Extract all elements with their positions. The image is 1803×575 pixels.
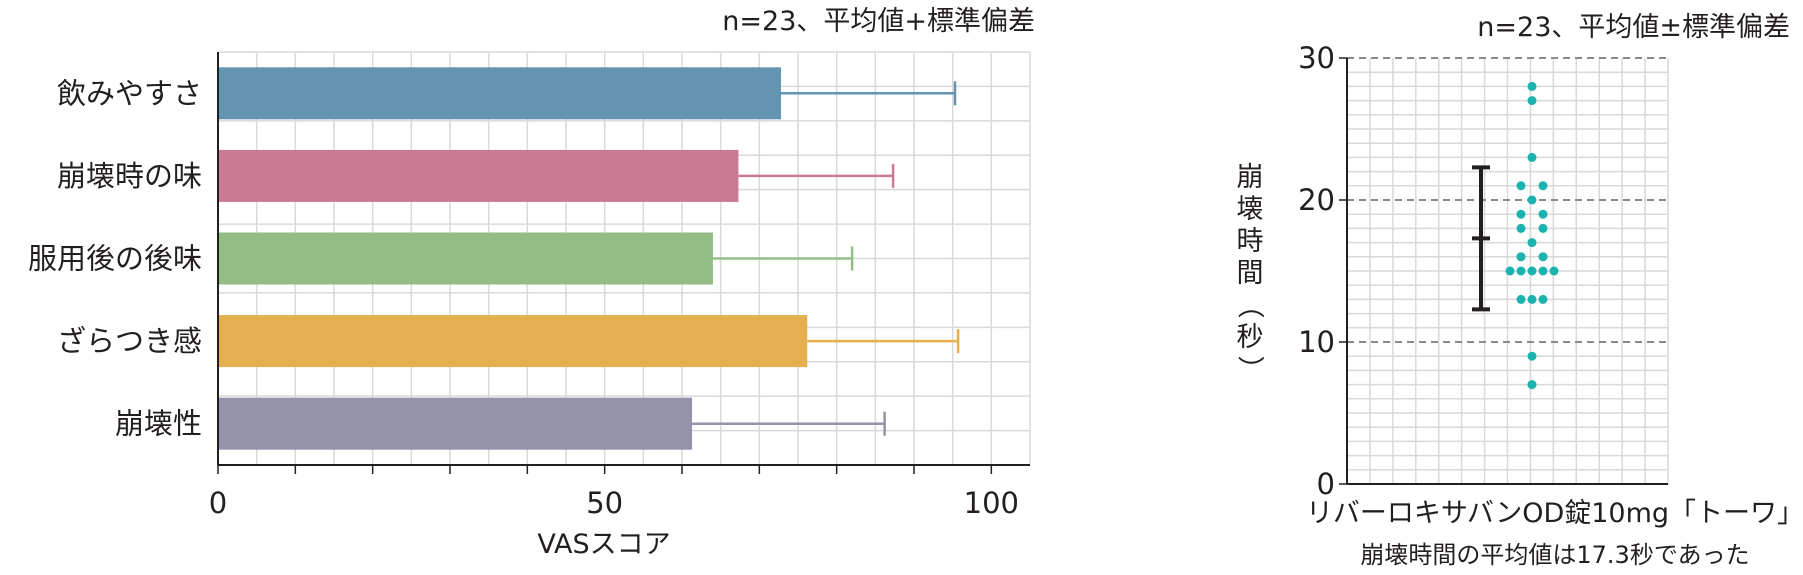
data-point — [1538, 266, 1548, 276]
data-point — [1538, 294, 1548, 304]
data-point — [1527, 81, 1537, 91]
dot-plot-x-axis-label: リバーロキサバンOD錠10mg「トーワ」 — [1306, 498, 1803, 529]
category-label: 飲みやすさ — [57, 76, 202, 110]
bar-chart-error-bars — [692, 81, 960, 436]
dot-plot-grid — [1347, 57, 1669, 484]
y-axis-label-char: 崩 — [1237, 162, 1264, 193]
y-tick-label: 10 — [1298, 325, 1335, 359]
y-axis-label-char: 秒 — [1237, 322, 1264, 353]
data-point — [1549, 266, 1559, 276]
y-tick-label: 30 — [1298, 41, 1335, 75]
data-point — [1527, 96, 1537, 106]
bar-chart-annotation: n=23、平均値+標準偏差 — [722, 6, 1035, 37]
data-point — [1516, 209, 1526, 219]
x-tick-label: 0 — [209, 486, 227, 520]
data-point — [1538, 181, 1548, 191]
data-point — [1516, 294, 1526, 304]
data-point — [1527, 294, 1537, 304]
data-point — [1527, 266, 1537, 276]
bar — [218, 67, 781, 120]
category-label: ざらつき感 — [57, 324, 202, 358]
y-axis-label-char: （ — [1234, 292, 1265, 319]
dot-plot-annotation: n=23、平均値±標準偏差 — [1477, 12, 1790, 43]
data-point — [1527, 351, 1537, 361]
data-point — [1505, 266, 1515, 276]
x-tick-label: 100 — [964, 486, 1019, 520]
y-tick-label: 0 — [1317, 467, 1335, 501]
disintegration-time-dot-plot: 0 10 20 30 n=23、平均値±標準偏差 崩壊時間 （ 秒 ） リバーロキサバンOD… — [1234, 12, 1803, 569]
dot-plot-mean-sd-bar — [1472, 165, 1490, 312]
bar-chart-axes — [217, 52, 1030, 474]
category-label: 崩壊性 — [115, 407, 202, 441]
dot-plot-y-tick-labels: 0 10 20 30 — [1298, 41, 1335, 501]
category-label: 服用後の後味 — [28, 242, 202, 276]
data-point — [1527, 380, 1537, 390]
data-point — [1527, 238, 1537, 248]
bar — [218, 315, 808, 368]
data-point — [1516, 266, 1526, 276]
y-axis-label-char: ） — [1234, 356, 1265, 383]
bar-chart-bars — [218, 67, 808, 450]
dot-plot-caption: 崩壊時間の平均値は17.3秒であった — [1360, 541, 1749, 569]
data-point — [1527, 152, 1537, 162]
bar-chart-x-axis-label: VASスコア — [537, 529, 670, 560]
category-label: 崩壊時の味 — [57, 159, 202, 193]
data-point — [1516, 252, 1526, 262]
bar — [218, 397, 693, 450]
y-axis-label-char: 時 — [1237, 226, 1264, 257]
bar — [218, 149, 739, 202]
y-axis-label-char: 壊 — [1237, 194, 1264, 225]
dot-plot-points — [1505, 81, 1559, 390]
data-point — [1538, 209, 1548, 219]
bar-chart-x-tick-labels: 0 50 100 — [209, 486, 1019, 520]
data-point — [1538, 223, 1548, 233]
data-point — [1516, 223, 1526, 233]
y-axis-label-char: 間 — [1237, 258, 1264, 289]
data-point — [1527, 195, 1537, 205]
bar — [218, 232, 713, 285]
data-point — [1516, 181, 1526, 191]
x-tick-label: 50 — [586, 486, 623, 520]
data-point — [1538, 252, 1548, 262]
dot-plot-axes — [1339, 57, 1668, 485]
dot-plot-y-axis-label: 崩壊時間 （ 秒 ） — [1234, 162, 1265, 383]
y-tick-label: 20 — [1298, 183, 1335, 217]
